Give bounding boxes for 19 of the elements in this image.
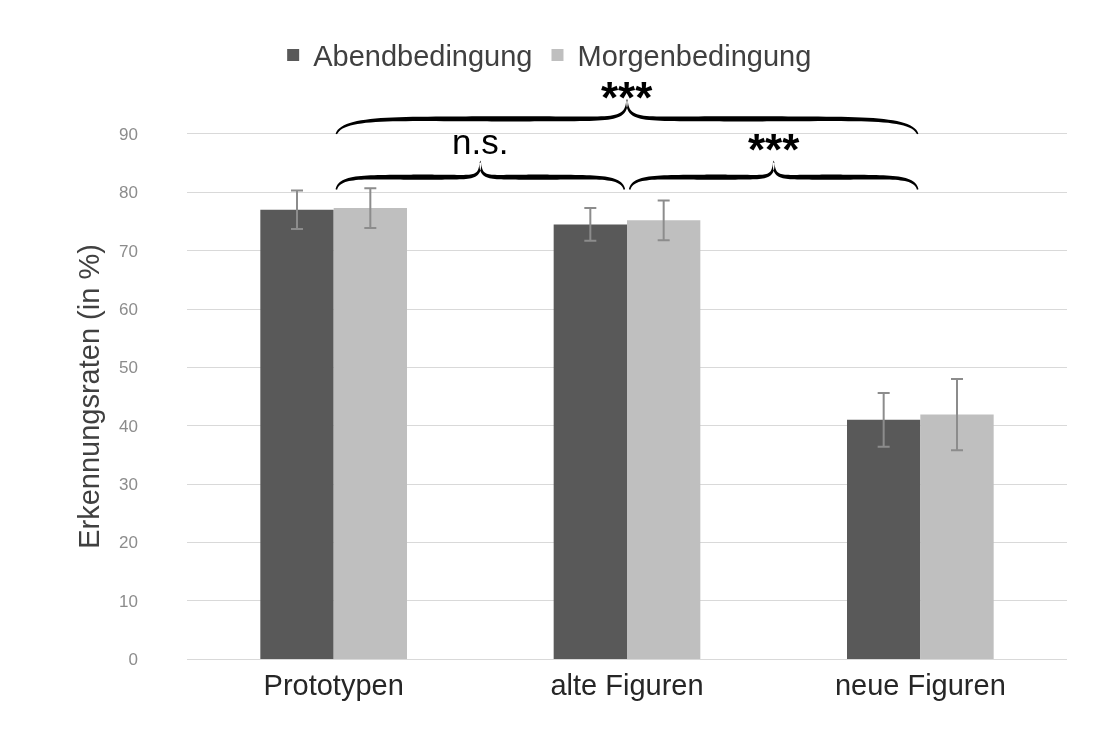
x-tick-label: alte Figuren [550,668,704,701]
y-tick-label: 10 [119,591,138,611]
y-tick-label: 0 [128,649,138,669]
y-tick-label: 90 [119,124,138,144]
y-tick-label: 50 [119,358,138,378]
annotation: *** [748,125,801,174]
y-tick-label: 70 [119,241,138,261]
annotation: n.s. [452,122,509,161]
y-tick-label: 30 [119,474,138,494]
x-tick-label: Prototypen [263,668,404,701]
y-axis-title: Erkennungsraten (in %) [73,244,106,549]
text: *** [601,73,654,122]
x-tick-label: neue Figuren [834,668,1006,701]
legend-label: Morgenbedingung [577,40,812,73]
y-tick-label: 60 [119,299,138,319]
legend-label: Abendbedingung [313,40,533,73]
y-tick-label: 40 [119,416,138,436]
y-tick-label: 80 [119,183,138,203]
y-tick-label: 20 [119,533,138,553]
